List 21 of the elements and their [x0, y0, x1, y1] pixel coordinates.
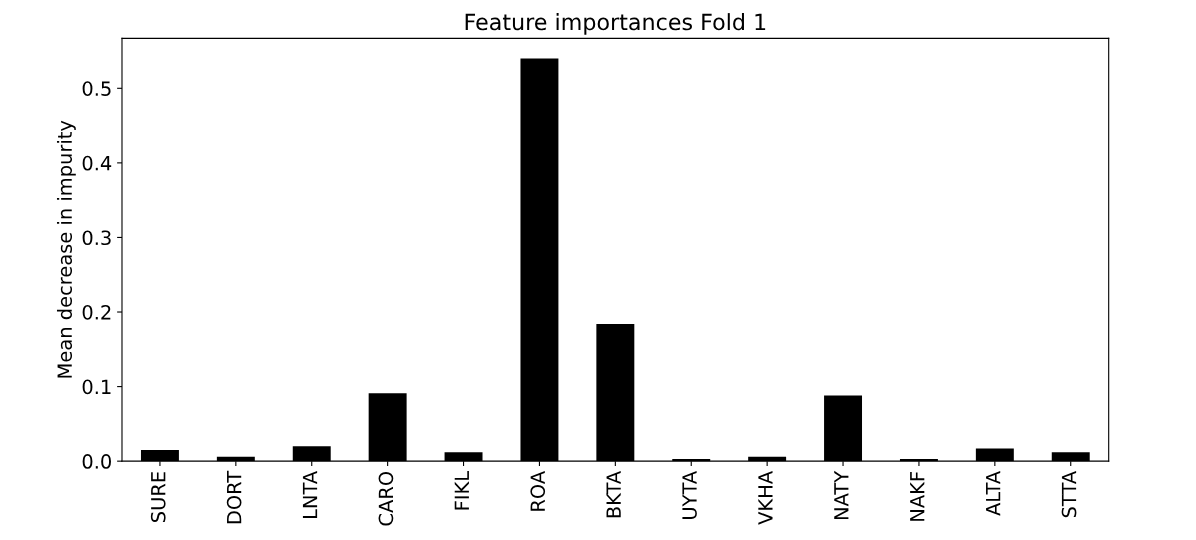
x-tick-label: FIKL — [454, 470, 469, 510]
x-tick-label: SURE — [150, 472, 166, 522]
x-tick-label: STTA — [1061, 471, 1077, 518]
y-tick-label: 0.0 — [82, 454, 111, 469]
x-tick-label: NATY — [834, 470, 849, 520]
x-tick-label: ROA — [530, 471, 546, 511]
y-tick-label: 0.2 — [82, 304, 111, 320]
x-tick-label: ALTA — [986, 471, 1001, 516]
x-tick-label: UYTA — [682, 471, 697, 519]
x-tick-label: NAKF — [910, 472, 925, 521]
x-tick-label: VKHA — [758, 471, 773, 525]
chart-title: Feature importances Fold 1 — [465, 13, 766, 35]
x-tick-label: DORT — [226, 470, 242, 524]
x-tick-label: BKTA — [606, 471, 621, 518]
y-tick-label: 0.1 — [82, 379, 111, 395]
y-tick-label: 0.4 — [82, 155, 112, 171]
y-axis-title: Mean decrease in impurity — [56, 120, 76, 378]
y-tick-label: 0.5 — [82, 81, 111, 96]
x-tick-label: LNTA — [302, 471, 318, 519]
y-tick-label: 0.3 — [82, 230, 111, 246]
x-tick-label: CARO — [378, 471, 394, 526]
